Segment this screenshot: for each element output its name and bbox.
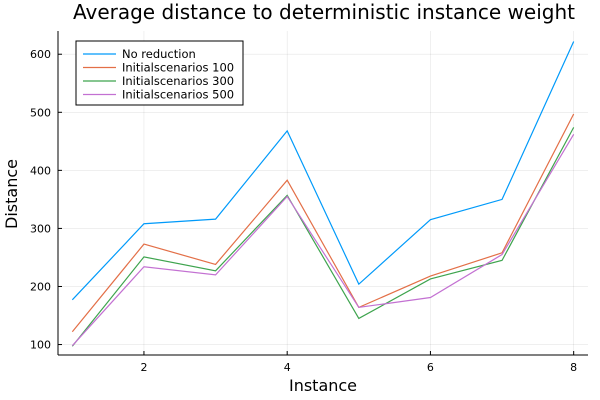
grid: [58, 31, 588, 355]
chart-title: Average distance to deterministic instan…: [73, 0, 575, 24]
y-tick-label: 100: [30, 339, 51, 352]
series-line-4: [71, 134, 575, 347]
legend-entry-label: Initialscenarios 500: [122, 88, 234, 102]
legend-entry-label: Initialscenarios 100: [122, 61, 234, 75]
axes: [57, 31, 588, 356]
series-line-2: [71, 113, 575, 333]
series-lines: [71, 41, 575, 347]
y-tick-label: 300: [30, 222, 51, 235]
series-line-1: [71, 41, 575, 301]
x-tick-label: 4: [284, 361, 291, 374]
x-tick-label: 2: [140, 361, 147, 374]
tick-labels: 2 4 6 8 100 200 300 400 500 600: [30, 48, 577, 374]
y-tick-label: 200: [30, 280, 51, 293]
y-tick-label: 600: [30, 48, 51, 61]
x-tick-label: 8: [570, 361, 577, 374]
y-tick-label: 400: [30, 164, 51, 177]
y-tick-label: 500: [30, 106, 51, 119]
legend-entry-label: Initialscenarios 300: [122, 74, 234, 88]
x-axis-label: Instance: [289, 376, 357, 395]
y-axis-label: Distance: [2, 159, 21, 229]
series-line-3: [71, 127, 575, 347]
x-tick-label: 6: [427, 361, 434, 374]
legend-entry-label: No reduction: [122, 47, 196, 61]
